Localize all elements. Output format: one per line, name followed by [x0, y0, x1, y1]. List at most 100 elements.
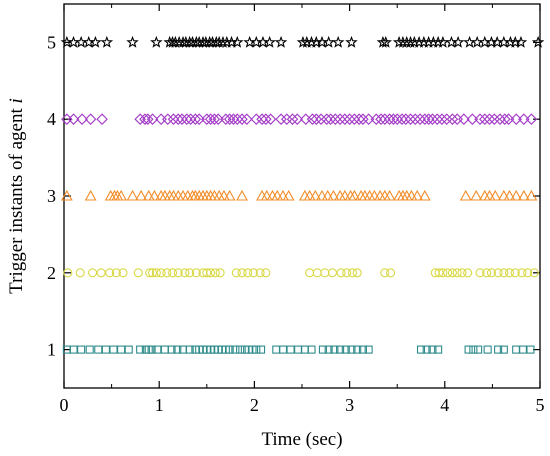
agent-1-trigger-marker: [144, 345, 153, 354]
agent-4-trigger-marker: [502, 113, 515, 125]
agent-3-trigger-marker: [348, 189, 361, 201]
agent-1-trigger-marker: [499, 345, 508, 354]
agent-2-trigger-marker: [191, 268, 201, 278]
agent-2-trigger-marker: [185, 268, 195, 278]
agent-1-trigger-marker: [518, 345, 527, 354]
agent-2-trigger-marker: [510, 268, 520, 278]
agent-3-trigger-marker: [271, 189, 284, 201]
agent-5-trigger-marker: [89, 35, 102, 48]
agent-5-trigger-marker: [451, 35, 465, 48]
agent-1-trigger-marker: [136, 345, 145, 354]
agent-1-trigger-marker: [469, 345, 478, 354]
agent-2-trigger-marker: [231, 268, 241, 278]
agent-2-trigger-marker: [434, 268, 444, 278]
agent-5-trigger-marker: [100, 35, 114, 48]
agent-2-trigger-marker: [202, 268, 212, 278]
agent-1-trigger-marker: [358, 345, 367, 354]
agent-4-trigger-marker: [76, 113, 88, 125]
agent-2-trigger-marker: [162, 268, 172, 278]
agent-2-trigger-marker: [237, 268, 247, 278]
agent-3-trigger-marker: [148, 189, 161, 201]
agent-1-trigger-marker: [422, 345, 431, 354]
agent-3-trigger-marker: [383, 189, 396, 201]
agent-2-trigger-marker: [493, 268, 503, 278]
agent-4-trigger-marker: [208, 113, 221, 125]
agent-2-trigger-marker: [147, 268, 158, 278]
agent-4-trigger-marker: [204, 113, 217, 125]
agent-4-trigger-marker: [353, 113, 365, 125]
agent-2-trigger-marker: [438, 268, 448, 278]
agent-4-trigger-marker: [67, 113, 80, 125]
agent-2-trigger-marker: [529, 268, 539, 278]
agent-3-trigger-marker: [418, 189, 431, 201]
agent-3-trigger-marker: [126, 189, 139, 201]
y-tick-label: 2: [47, 263, 56, 283]
agent-4-trigger-marker: [146, 113, 159, 125]
agent-3-trigger-marker: [303, 189, 316, 201]
agent-4-trigger-marker: [193, 113, 205, 125]
agent-5-trigger-marker: [231, 35, 244, 48]
agent-4-trigger-marker: [176, 113, 188, 125]
agent-4-trigger-marker: [315, 113, 327, 125]
agent-2-trigger-marker: [96, 268, 106, 278]
agent-1-trigger-marker: [272, 345, 281, 354]
agent-4-trigger-marker: [474, 113, 486, 125]
agent-5-trigger-marker: [331, 35, 345, 48]
agent-4-trigger-marker: [260, 113, 272, 125]
agent-5-trigger-marker: [379, 35, 393, 48]
agent-2-trigger-marker: [105, 268, 115, 278]
agent-4-trigger-marker: [324, 113, 337, 125]
agent-3-trigger-marker: [338, 189, 351, 201]
agent-4-trigger-marker: [96, 113, 108, 125]
agent-1-trigger-marker: [257, 345, 266, 354]
agent-2-trigger-marker: [145, 268, 155, 278]
agent-4-trigger-marker: [510, 113, 522, 125]
agent-4-trigger-marker: [264, 113, 277, 125]
agent-2-trigger-marker: [504, 268, 515, 278]
agent-3-trigger-marker: [282, 189, 295, 201]
agent-4-trigger-marker: [256, 113, 268, 125]
agent-4-trigger-marker: [306, 113, 319, 125]
agent-1-trigger-marker: [300, 345, 309, 354]
agent-1-trigger-marker: [318, 345, 327, 354]
agent-2-trigger-marker: [261, 268, 271, 278]
agent-3-trigger-marker: [327, 189, 340, 201]
agent-4-trigger-marker: [494, 113, 506, 125]
agent-1-trigger-marker: [117, 345, 126, 354]
agent-1-trigger-marker: [236, 345, 245, 354]
agent-2-trigger-marker: [463, 268, 473, 278]
agent-4-trigger-marker: [479, 113, 491, 125]
agent-5-trigger-marker: [263, 35, 276, 48]
agent-4-trigger-marker: [387, 113, 400, 125]
agent-2-trigger-marker: [385, 268, 396, 278]
agent-4-trigger-marker: [329, 113, 342, 125]
agent-4-trigger-marker: [139, 113, 151, 125]
agent-3-trigger-marker: [525, 189, 538, 201]
agent-1-trigger-marker: [483, 345, 492, 354]
agent-3-trigger-marker: [368, 189, 381, 201]
agent-3-trigger-marker: [135, 189, 148, 201]
agent-5-trigger-marker: [150, 35, 163, 48]
agent-2-trigger-marker: [63, 268, 73, 278]
agent-1-trigger-marker: [252, 345, 261, 354]
agent-4-trigger-marker: [280, 113, 293, 125]
agent-4-trigger-marker: [525, 113, 538, 125]
agent-3-trigger-marker: [223, 189, 236, 201]
agent-2-trigger-marker: [305, 268, 315, 278]
agent-2-trigger-marker: [243, 268, 253, 278]
series-agent-3: [60, 189, 538, 201]
agent-3-trigger-marker: [309, 189, 322, 201]
agent-2-trigger-marker: [443, 268, 453, 278]
agent-2-trigger-marker: [452, 268, 462, 278]
agent-4-trigger-marker: [409, 113, 422, 125]
agent-2-trigger-marker: [111, 268, 121, 278]
agent-4-trigger-marker: [275, 113, 287, 125]
agent-5-trigger-marker: [470, 35, 484, 48]
agent-4-trigger-marker: [343, 113, 356, 125]
agent-4-trigger-marker: [348, 113, 361, 125]
agent-2-trigger-marker: [75, 268, 85, 278]
agent-3-trigger-marker: [115, 189, 128, 201]
agent-4-trigger-marker: [422, 113, 435, 125]
agent-4-trigger-marker: [286, 113, 299, 125]
series-agent-2: [63, 268, 539, 278]
